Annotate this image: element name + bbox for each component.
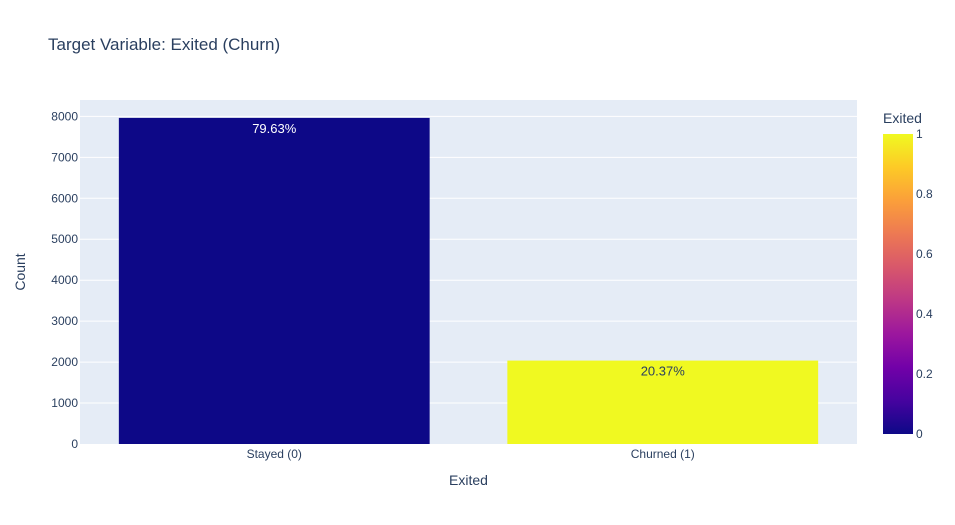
bars: 79.63% 20.37% xyxy=(118,117,819,445)
bar xyxy=(118,117,430,445)
y-tick-label: 1000 xyxy=(51,396,78,410)
colorbar-tick-label: 0.6 xyxy=(916,247,933,261)
colorbar-tick-label: 0.8 xyxy=(916,187,933,201)
y-tick-label: 4000 xyxy=(51,273,78,287)
y-tick-label: 5000 xyxy=(51,232,78,246)
y-axis-ticks: 0 1000 2000 3000 4000 5000 6000 7000 8000 xyxy=(51,109,78,451)
colorbar-tick-label: 0 xyxy=(916,427,923,441)
colorbar-tick-label: 0.2 xyxy=(916,367,933,381)
y-tick-label: 0 xyxy=(71,437,78,451)
y-tick-label: 8000 xyxy=(51,109,78,123)
y-axis-title: Count xyxy=(12,253,28,290)
chart-title: Target Variable: Exited (Churn) xyxy=(48,35,280,54)
bar-data-label: 79.63% xyxy=(252,121,297,136)
x-axis-ticks: Stayed (0) Churned (1) xyxy=(247,447,695,461)
y-tick-label: 3000 xyxy=(51,314,78,328)
x-tick-label: Churned (1) xyxy=(631,447,695,461)
y-tick-label: 7000 xyxy=(51,150,78,164)
colorbar-ticks: 0 0.2 0.4 0.6 0.8 1 xyxy=(916,127,933,441)
colorbar-tick-label: 0.4 xyxy=(916,307,933,321)
x-axis-title: Exited xyxy=(449,472,488,488)
colorbar-tick-label: 1 xyxy=(916,127,923,141)
y-tick-label: 6000 xyxy=(51,191,78,205)
colorbar-title: Exited xyxy=(883,110,922,126)
colorbar: Exited 0 0.2 0.4 0.6 0.8 1 xyxy=(883,110,933,441)
y-tick-label: 2000 xyxy=(51,355,78,369)
bar xyxy=(507,360,819,444)
bar-data-label: 20.37% xyxy=(641,364,686,379)
x-tick-label: Stayed (0) xyxy=(247,447,302,461)
colorbar-gradient xyxy=(883,134,913,434)
